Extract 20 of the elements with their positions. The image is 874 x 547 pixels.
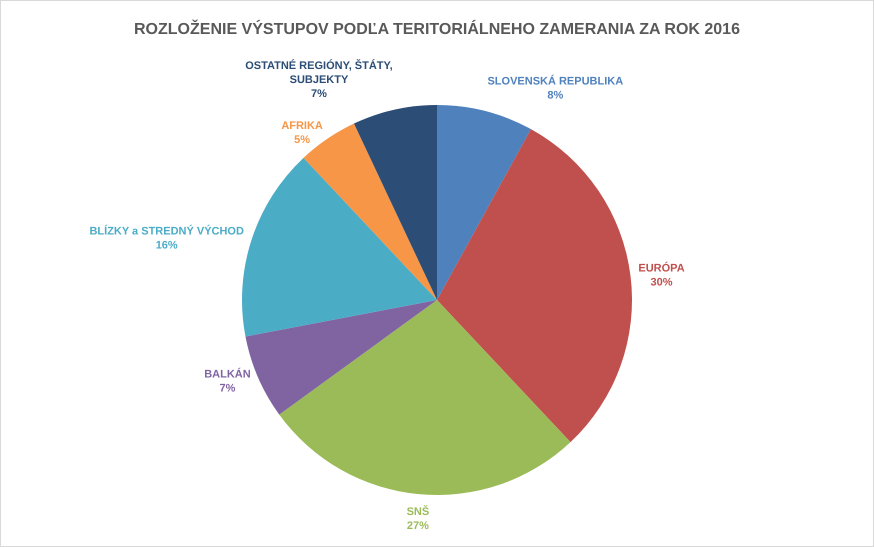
chart-title: ROZLOŽENIE VÝSTUPOV PODĽA TERITORIÁLNEHO ZAMERANIA ZA ROK 2016	[134, 19, 740, 38]
pie-slice	[437, 105, 531, 300]
slice-label: AFRIKA	[281, 120, 323, 132]
pie-slice	[242, 158, 437, 337]
slice-label: OSTATNÉ REGIÓNY, ŠTÁTY, SUBJEKTY	[245, 58, 393, 86]
data-label: 7%	[311, 88, 328, 100]
data-label: 16%	[156, 239, 178, 252]
pie-slice	[354, 105, 437, 300]
pie-slice	[437, 129, 632, 442]
data-label: 30%	[650, 276, 673, 289]
pie-slice	[279, 300, 570, 495]
slice-label: BLÍZKY a STREDNÝ VÝCHOD	[90, 224, 244, 238]
slice-label: SLOVENSKÁ REPUBLIKA	[487, 74, 624, 88]
slice-label: SNŠ	[406, 505, 430, 518]
slice-label: EURÓPA	[638, 262, 685, 275]
slice-label: BALKÁN	[204, 368, 251, 381]
data-label: 8%	[547, 89, 564, 102]
data-label: 27%	[406, 520, 430, 532]
data-label: 7%	[220, 382, 236, 395]
data-label: 5%	[294, 134, 310, 146]
